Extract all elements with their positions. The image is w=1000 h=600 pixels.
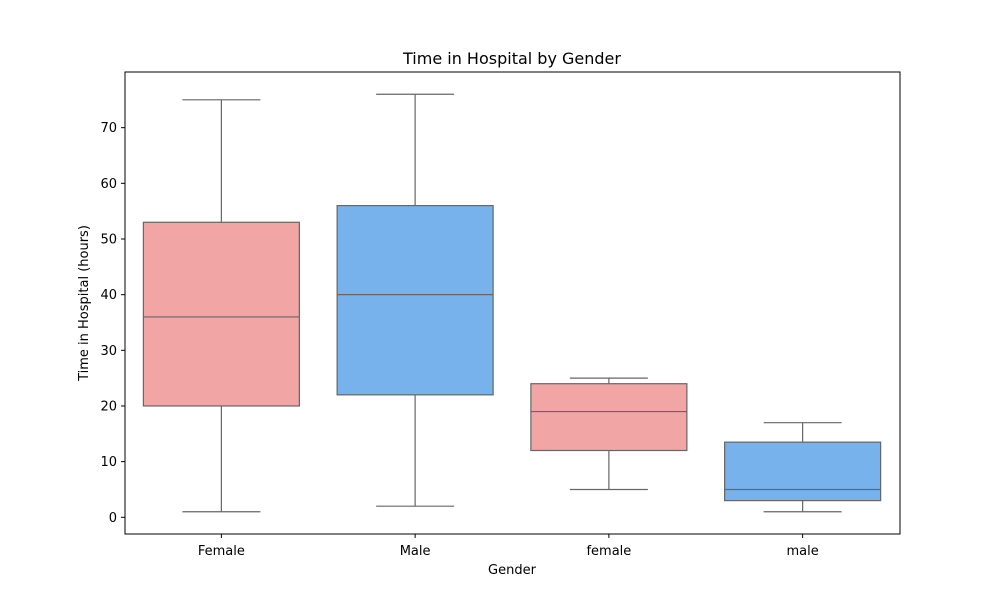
x-tick-label: Male bbox=[400, 544, 431, 559]
x-axis: Female Male female male bbox=[198, 534, 819, 559]
y-tick-label: 50 bbox=[100, 232, 117, 247]
box-iqr bbox=[142, 221, 300, 407]
box-iqr bbox=[530, 383, 688, 452]
box-iqr bbox=[336, 204, 494, 396]
y-tick-label: 40 bbox=[100, 288, 117, 303]
chart-title: Time in Hospital by Gender bbox=[402, 49, 621, 68]
x-axis-label: Gender bbox=[488, 563, 537, 578]
x-tick-label: male bbox=[787, 544, 819, 559]
box-group bbox=[336, 93, 494, 507]
y-axis: 0 10 20 30 40 50 60 70 bbox=[100, 121, 125, 526]
y-axis-label: Time in Hospital (hours) bbox=[77, 225, 92, 382]
y-tick-label: 0 bbox=[109, 511, 117, 526]
plot-area-frame bbox=[124, 71, 901, 535]
box-iqr bbox=[724, 441, 882, 502]
x-tick-label: female bbox=[586, 544, 631, 559]
y-tick-label: 10 bbox=[100, 455, 117, 470]
box-group bbox=[724, 422, 882, 513]
box-group bbox=[142, 99, 300, 513]
y-tick-label: 30 bbox=[100, 344, 117, 359]
boxes-layer bbox=[142, 93, 882, 513]
x-tick-label: Female bbox=[198, 544, 245, 559]
y-tick-label: 60 bbox=[100, 177, 117, 192]
box-group bbox=[530, 377, 688, 491]
y-tick-label: 20 bbox=[100, 399, 117, 414]
y-tick-label: 70 bbox=[100, 121, 117, 136]
